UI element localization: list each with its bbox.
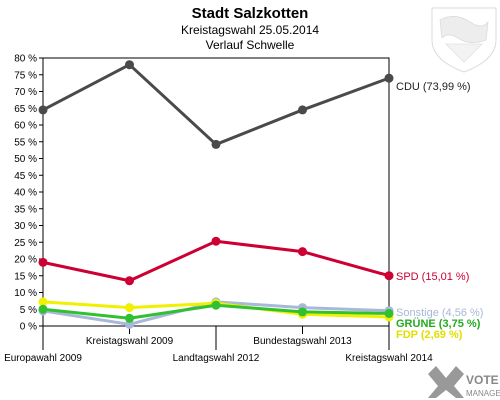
data-point-fdp <box>38 297 48 307</box>
end-label-fdp: FDP (2,69 %) <box>396 329 463 341</box>
y-tick-label: 80 % <box>14 54 37 65</box>
y-tick-label: 20 % <box>14 255 37 266</box>
vote-manager-logo-text: VOTE <box>466 373 499 387</box>
y-axis: 0 % 5 % 10 % 15 % 20 % 25 % 30 % 35 % 40 % 45 % 50… <box>14 54 43 333</box>
end-label-sonstige: Sonstige (4,56 %) <box>396 307 483 319</box>
y-tick-label: 5 % <box>20 305 37 316</box>
y-tick-label: 10 % <box>14 288 37 299</box>
series-points <box>38 60 394 329</box>
x-tick-label: Kreistagswahl 2009 <box>86 336 174 347</box>
chart-subtitle-1: Kreistagswahl 25.05.2014 <box>181 23 319 37</box>
y-tick-label: 45 % <box>14 171 37 182</box>
data-point-gruene <box>125 313 134 323</box>
data-point-gruene <box>211 300 221 310</box>
end-label-spd: SPD (15,01 %) <box>396 271 469 283</box>
y-tick-label: 65 % <box>14 104 37 115</box>
data-point-cdu <box>211 139 221 149</box>
y-tick-label: 70 % <box>14 87 37 98</box>
data-point-cdu <box>298 105 307 115</box>
svg-text:MANAGER: MANAGER <box>466 389 500 398</box>
end-label-gruene: GRÜNE (3,75 %) <box>396 317 481 330</box>
data-point-spd <box>211 236 221 246</box>
end-label-cdu: CDU (73,99 %) <box>396 81 471 93</box>
x-tick-label: Bundestagswahl 2013 <box>253 336 352 347</box>
x-tick-label: Landtagswahl 2012 <box>173 353 260 364</box>
x-tick-label: Europawahl 2009 <box>4 353 82 364</box>
y-tick-label: 60 % <box>14 121 37 132</box>
plot-area <box>42 57 390 327</box>
y-tick-label: 55 % <box>14 137 37 148</box>
y-tick-label: 50 % <box>14 154 37 165</box>
data-point-gruene <box>384 308 394 318</box>
x-tick-label: Kreistagswahl 2014 <box>345 353 433 364</box>
chart-title: Stadt Salzkotten <box>192 5 309 22</box>
chart-subtitle-2: Verlauf Schwelle <box>206 38 295 52</box>
data-point-gruene <box>38 304 48 314</box>
y-tick-label: 30 % <box>14 221 37 232</box>
data-point-spd <box>384 271 394 281</box>
data-point-spd <box>125 276 134 286</box>
y-tick-label: 35 % <box>14 204 37 215</box>
y-tick-label: 75 % <box>14 70 37 81</box>
x-axis: Europawahl 2009 Kreistagswahl 2009 Landtag… <box>4 326 433 364</box>
data-point-spd <box>38 257 48 267</box>
data-point-cdu <box>125 60 134 70</box>
data-point-fdp <box>125 303 134 313</box>
y-tick-label: 40 % <box>14 188 37 199</box>
vote-manager-logo: VOTE MANAGER <box>428 366 500 398</box>
y-tick-label: 15 % <box>14 271 37 282</box>
series-end-labels: Sonstige (4,56 %) FDP (2,69 %)GRÜNE (3,75… <box>396 81 483 341</box>
y-tick-label: 0 % <box>20 322 37 333</box>
data-point-gruene <box>298 307 307 317</box>
data-point-cdu <box>38 105 48 115</box>
data-point-cdu <box>384 73 394 83</box>
y-tick-label: 25 % <box>14 238 37 249</box>
data-point-spd <box>298 247 307 257</box>
coat-of-arms-logo <box>431 7 497 73</box>
